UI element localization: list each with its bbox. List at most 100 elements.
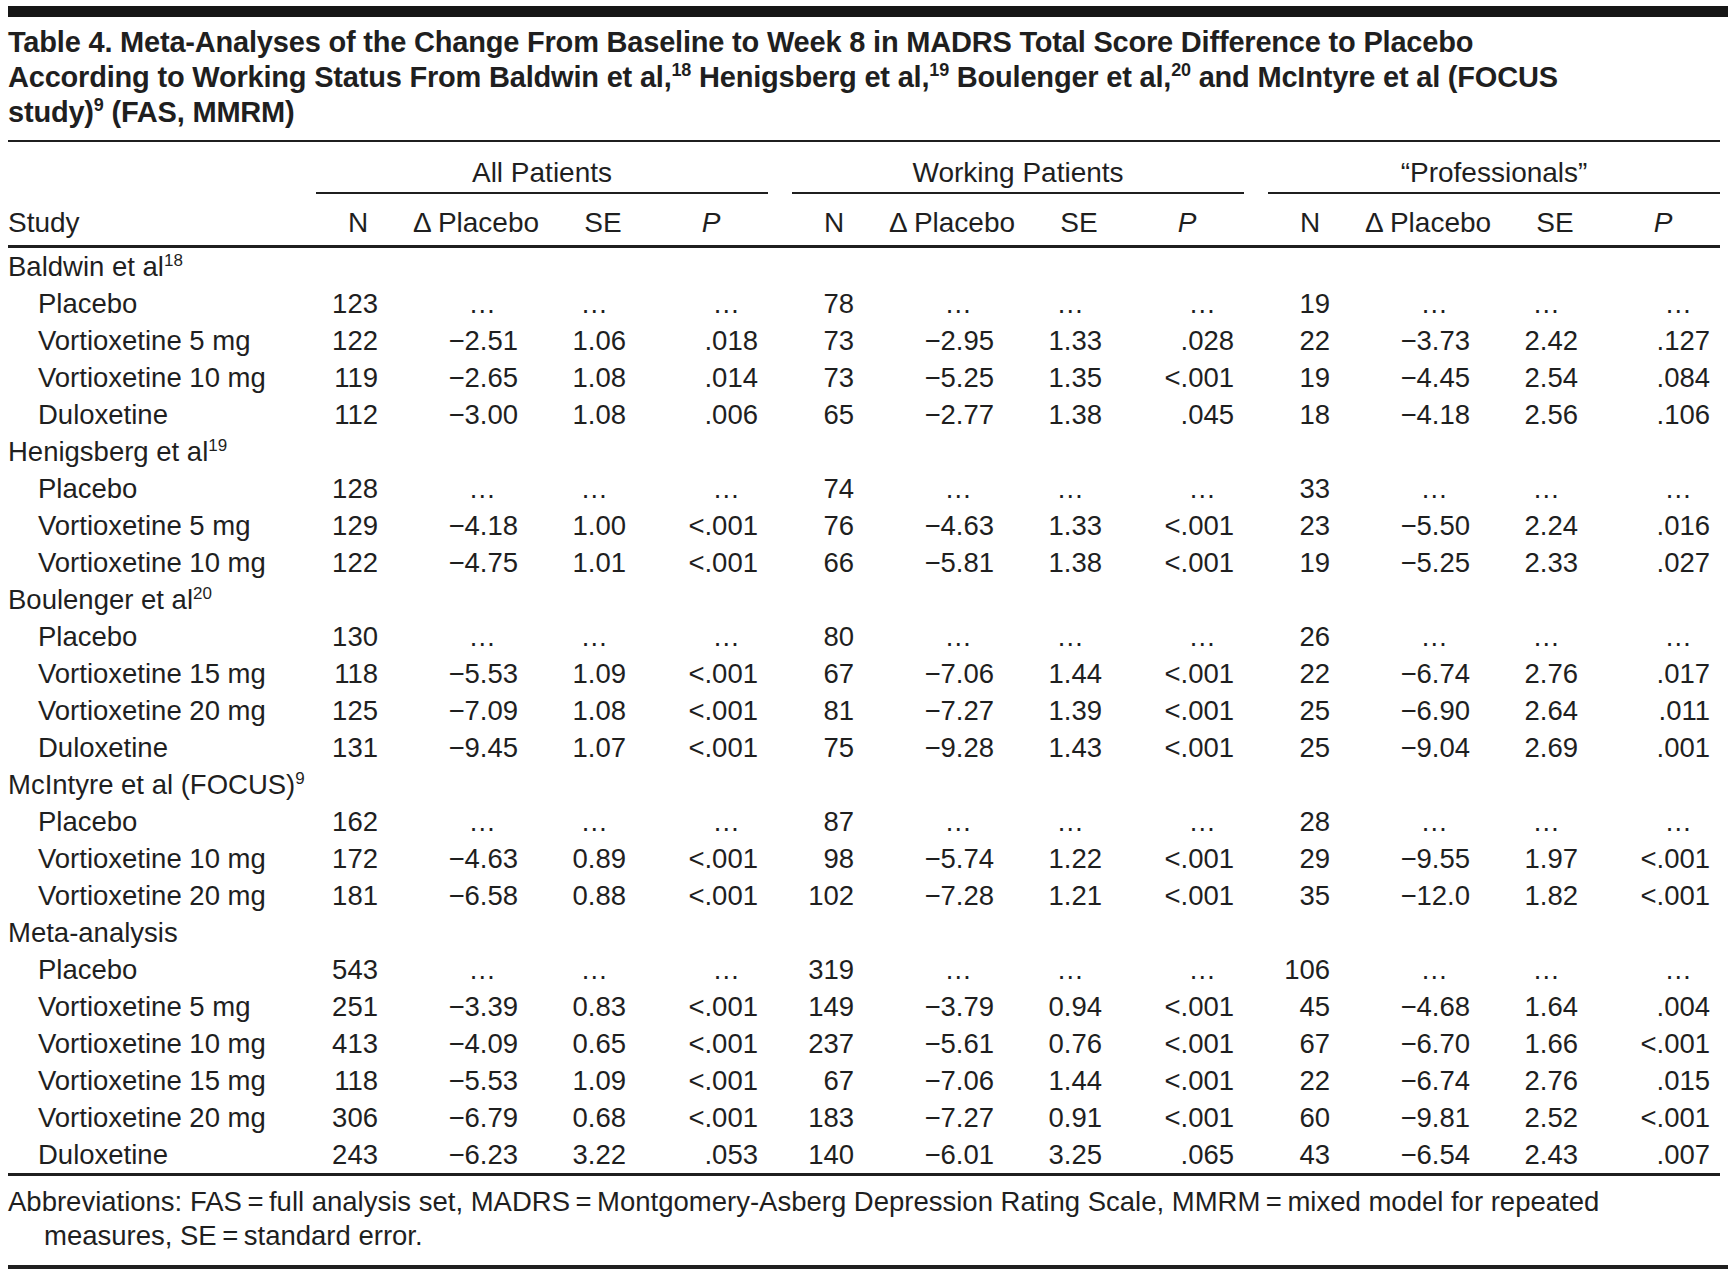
- column-n: N: [792, 193, 876, 247]
- value-cell: 0.94: [1028, 988, 1130, 1025]
- group-header-spacer: [8, 141, 316, 193]
- section-superscript: 18: [164, 251, 183, 270]
- value-cell: −9.81: [1352, 1099, 1504, 1136]
- group-professionals: “Professionals”: [1268, 141, 1720, 193]
- value-cell: <.001: [654, 1099, 768, 1136]
- value-cell: 23: [1268, 507, 1352, 544]
- treatment-label: Vortioxetine 15 mg: [8, 655, 316, 692]
- data-row: Duloxetine243−6.233.22.053140−6.013.25.0…: [8, 1136, 1720, 1175]
- value-cell: 319: [792, 951, 876, 988]
- cell-gap: [768, 1062, 792, 1099]
- value-cell: 251: [316, 988, 400, 1025]
- value-cell: −7.27: [876, 692, 1028, 729]
- data-row: Vortioxetine 10 mg413−4.090.65<.001237−5…: [8, 1025, 1720, 1062]
- group-gap: [1244, 141, 1268, 193]
- value-cell: …: [1130, 951, 1244, 988]
- value-cell: <.001: [1130, 1099, 1244, 1136]
- cell-gap: [768, 285, 792, 322]
- value-cell: …: [1028, 618, 1130, 655]
- value-cell: 162: [316, 803, 400, 840]
- value-cell: 102: [792, 877, 876, 914]
- value-cell: −9.45: [400, 729, 552, 766]
- cell-gap: [1244, 322, 1268, 359]
- value-cell: 0.76: [1028, 1025, 1130, 1062]
- value-cell: .004: [1606, 988, 1720, 1025]
- cell-gap: [1244, 1099, 1268, 1136]
- treatment-label: Vortioxetine 10 mg: [8, 544, 316, 581]
- value-cell: 122: [316, 322, 400, 359]
- value-cell: 2.24: [1504, 507, 1606, 544]
- value-cell: <.001: [1130, 877, 1244, 914]
- cell-gap: [1244, 655, 1268, 692]
- value-cell: 237: [792, 1025, 876, 1062]
- section-superscript: 19: [208, 436, 227, 455]
- cell-gap: [1244, 951, 1268, 988]
- data-row: Placebo543………319………106………: [8, 951, 1720, 988]
- value-cell: …: [1606, 618, 1720, 655]
- value-cell: 1.01: [552, 544, 654, 581]
- treatment-label: Vortioxetine 5 mg: [8, 322, 316, 359]
- value-cell: 1.66: [1504, 1025, 1606, 1062]
- value-cell: 73: [792, 359, 876, 396]
- section-header-row: Henigsberg et al19: [8, 433, 1720, 470]
- bottom-rule: [8, 1265, 1728, 1269]
- value-cell: 1.21: [1028, 877, 1130, 914]
- data-row: Vortioxetine 5 mg122−2.511.06.01873−2.95…: [8, 322, 1720, 359]
- value-cell: .106: [1606, 396, 1720, 433]
- value-cell: 28: [1268, 803, 1352, 840]
- value-cell: 87: [792, 803, 876, 840]
- value-cell: 2.43: [1504, 1136, 1606, 1175]
- cell-gap: [768, 951, 792, 988]
- section-label: Baldwin et al18: [8, 247, 1720, 286]
- value-cell: <.001: [1130, 729, 1244, 766]
- value-cell: …: [1028, 470, 1130, 507]
- value-cell: <.001: [654, 729, 768, 766]
- value-cell: 1.09: [552, 655, 654, 692]
- data-row: Duloxetine112−3.001.08.00665−2.771.38.04…: [8, 396, 1720, 433]
- top-rule: [8, 6, 1728, 17]
- section-header-row: McIntyre et al (FOCUS)9: [8, 766, 1720, 803]
- value-cell: …: [552, 803, 654, 840]
- treatment-label: Duloxetine: [8, 729, 316, 766]
- column-n: N: [1268, 193, 1352, 247]
- value-cell: …: [1352, 803, 1504, 840]
- value-cell: 1.08: [552, 692, 654, 729]
- cell-gap: [768, 655, 792, 692]
- value-cell: 183: [792, 1099, 876, 1136]
- value-cell: …: [552, 470, 654, 507]
- section-header-row: Boulenger et al20: [8, 581, 1720, 618]
- cell-gap: [1244, 1062, 1268, 1099]
- treatment-label: Vortioxetine 20 mg: [8, 1099, 316, 1136]
- value-cell: <.001: [1130, 840, 1244, 877]
- value-cell: 80: [792, 618, 876, 655]
- section-label: Boulenger et al20: [8, 581, 1720, 618]
- data-row: Vortioxetine 15 mg118−5.531.09<.00167−7.…: [8, 655, 1720, 692]
- value-cell: <.001: [1130, 692, 1244, 729]
- section-header-row: Meta-analysis: [8, 914, 1720, 951]
- value-cell: …: [400, 803, 552, 840]
- value-cell: 0.83: [552, 988, 654, 1025]
- cell-gap: [1244, 729, 1268, 766]
- value-cell: 130: [316, 618, 400, 655]
- value-cell: 306: [316, 1099, 400, 1136]
- value-cell: 2.33: [1504, 544, 1606, 581]
- value-cell: 0.91: [1028, 1099, 1130, 1136]
- value-cell: −5.25: [876, 359, 1028, 396]
- value-cell: …: [654, 951, 768, 988]
- column-se: SE: [552, 193, 654, 247]
- value-cell: −6.54: [1352, 1136, 1504, 1175]
- column-p: P: [1606, 193, 1720, 247]
- value-cell: <.001: [1130, 1062, 1244, 1099]
- treatment-label: Vortioxetine 10 mg: [8, 1025, 316, 1062]
- value-cell: <.001: [654, 877, 768, 914]
- group-header-row: All Patients Working Patients “Professio…: [8, 141, 1720, 193]
- treatment-label: Placebo: [8, 803, 316, 840]
- value-cell: −6.74: [1352, 1062, 1504, 1099]
- cell-gap: [768, 507, 792, 544]
- value-cell: −4.18: [400, 507, 552, 544]
- column-n: N: [316, 193, 400, 247]
- value-cell: 76: [792, 507, 876, 544]
- value-cell: 2.69: [1504, 729, 1606, 766]
- treatment-label: Placebo: [8, 618, 316, 655]
- value-cell: .001: [1606, 729, 1720, 766]
